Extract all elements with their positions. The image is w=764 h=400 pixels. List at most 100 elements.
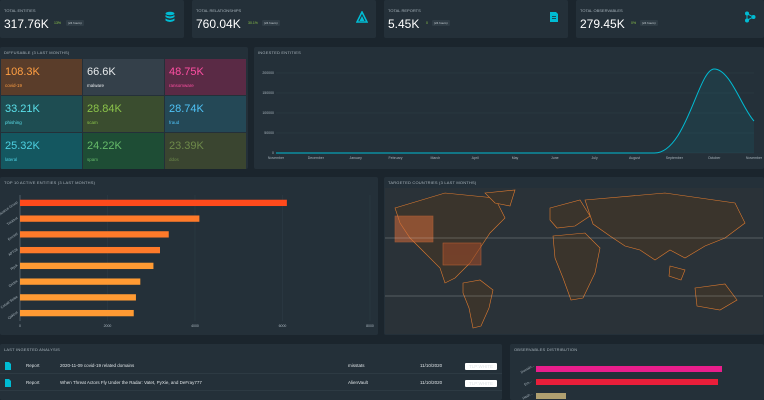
tile-value: 48.75K bbox=[169, 66, 204, 78]
tile-value: 24.22K bbox=[87, 140, 122, 152]
tile-value: 23.39K bbox=[169, 140, 204, 152]
stat-value: 5.45K bbox=[388, 17, 420, 31]
ingested-panel: INGESTED ENTITIES 200000 150000 100000 5000… bbox=[254, 47, 764, 169]
panel-title: TOP 10 ACTIVE ENTITIES (3 LAST MONTHS) bbox=[4, 180, 96, 185]
tile-value: 28.74K bbox=[169, 103, 204, 115]
world-map[interactable] bbox=[385, 188, 763, 334]
x-tick-label: April bbox=[472, 156, 479, 160]
document-icon bbox=[5, 362, 11, 370]
label-tile[interactable]: 108.3K covid-19 bbox=[1, 59, 82, 95]
y-tick-label: 150000 bbox=[262, 91, 274, 95]
bar bbox=[20, 231, 169, 238]
series-line bbox=[276, 68, 755, 154]
y-tick-label: APT28 bbox=[8, 247, 19, 256]
label-tile[interactable]: 28.84K scam bbox=[83, 96, 164, 132]
label-tile[interactable]: 24.22K spam bbox=[83, 133, 164, 169]
countries-panel: TARGETED COUNTRIES (3 LAST MONTHS) bbox=[384, 177, 764, 335]
x-tick-label: 4000 bbox=[191, 324, 199, 328]
stat-value: 760.04K bbox=[196, 17, 241, 31]
stat-delta: 0% bbox=[631, 21, 637, 25]
y-tick-label: Lazarus Group bbox=[0, 200, 19, 217]
stat-badge: (24 hours) bbox=[262, 20, 280, 26]
stat-badge: (24 hours) bbox=[66, 20, 84, 26]
x-tick-label: July bbox=[592, 156, 598, 160]
x-tick-label: November bbox=[268, 156, 285, 160]
tile-label: lateral bbox=[5, 157, 18, 162]
stat-value: 317.76K bbox=[4, 17, 49, 31]
x-tick-label: March bbox=[430, 156, 440, 160]
stat-label: TOTAL REPORTS bbox=[388, 8, 421, 13]
stat-card-observables: TOTAL OBSERVABLES 279.45K 0% (24 hours) bbox=[576, 0, 764, 38]
x-tick-label: November bbox=[746, 156, 763, 160]
y-tick-label: 100000 bbox=[262, 111, 274, 115]
reports-panel: LAST INGESTED ANALYSIS Report 2020-11-09… bbox=[0, 344, 502, 400]
x-tick-label: August bbox=[629, 156, 640, 160]
x-tick-label: December bbox=[308, 156, 325, 160]
table-row[interactable]: Report When Threat Actors Fly Under the … bbox=[0, 375, 502, 391]
stat-badge: (24 hours) bbox=[432, 20, 450, 26]
x-tick-label: May bbox=[512, 156, 519, 160]
panel-title: INGESTED ENTITIES bbox=[258, 50, 301, 55]
label-tile[interactable]: 33.21K phishing bbox=[1, 96, 82, 132]
series-area bbox=[276, 69, 754, 153]
y-tick-label: Ryuk bbox=[10, 263, 19, 271]
stat-delta: 13% bbox=[54, 21, 62, 25]
tile-label: scam bbox=[87, 120, 98, 125]
share-icon bbox=[745, 11, 756, 23]
label-tile[interactable]: 48.75K ransomware bbox=[165, 59, 246, 95]
observables-panel: OBSERVABLES DISTRIBUTION Domain... Em...… bbox=[510, 344, 764, 400]
tile-value: 25.32K bbox=[5, 140, 40, 152]
label-tile[interactable]: 23.39K ddos bbox=[165, 133, 246, 169]
row-name[interactable]: 2020-11-09 covid-19 related domains bbox=[60, 363, 135, 368]
row-name[interactable]: When Threat Actors Fly Under the Radar: … bbox=[60, 380, 202, 385]
tile-label: spam bbox=[87, 157, 99, 162]
row-date: 11/10/2020 bbox=[420, 363, 443, 368]
table-row[interactable]: Report 2020-11-09 covid-19 related domai… bbox=[0, 358, 502, 374]
tlp-badge: TLP:WHITE bbox=[465, 380, 498, 387]
tlp-badge: TLP:WHITE bbox=[465, 363, 498, 370]
label-tile[interactable]: 66.6K malware bbox=[83, 59, 164, 95]
obs-bar bbox=[536, 379, 718, 385]
panel-title: OBSERVABLES DISTRIBUTION bbox=[514, 347, 578, 352]
tile-label: ransomware bbox=[169, 83, 194, 88]
y-tick-label: 200000 bbox=[262, 71, 274, 75]
label-tile[interactable]: 25.32K lateral bbox=[1, 133, 82, 169]
bar bbox=[20, 294, 136, 301]
database-icon bbox=[165, 11, 175, 22]
bar bbox=[20, 215, 200, 222]
panel-title: DIFFUSABLE (3 LAST MONTHS) bbox=[4, 50, 70, 55]
obs-label: Hash... bbox=[521, 391, 534, 400]
x-tick-label: 2000 bbox=[104, 324, 112, 328]
row-author: AlienVault bbox=[348, 380, 368, 385]
stat-value: 279.45K bbox=[580, 17, 625, 31]
top-entities-panel: TOP 10 ACTIVE ENTITIES (3 LAST MONTHS) 0… bbox=[0, 177, 378, 335]
stat-card-relationships: TOTAL RELATIONSHIPS 760.04K 30.1% (24 ho… bbox=[192, 0, 376, 38]
row-type: Report bbox=[26, 380, 40, 385]
x-tick-label: June bbox=[551, 156, 559, 160]
obs-bar bbox=[536, 366, 722, 372]
x-tick-label: 0 bbox=[19, 324, 21, 328]
tile-label: phishing bbox=[5, 120, 22, 125]
stat-delta: 30.1% bbox=[248, 21, 258, 25]
x-tick-label: 8000 bbox=[366, 324, 374, 328]
tile-value: 66.6K bbox=[87, 66, 116, 78]
row-date: 11/10/2020 bbox=[420, 380, 443, 385]
relations-icon bbox=[356, 11, 368, 23]
bar bbox=[20, 199, 287, 207]
tile-value: 108.3K bbox=[5, 66, 40, 78]
tile-label: ddos bbox=[169, 157, 179, 162]
tile-label: malware bbox=[87, 83, 105, 88]
stat-label: TOTAL ENTITIES bbox=[4, 8, 36, 13]
obs-bar bbox=[536, 393, 566, 399]
y-tick-label: Dridex bbox=[8, 279, 19, 288]
tile-label: fraud bbox=[169, 120, 180, 125]
stat-card-entities: TOTAL ENTITIES 317.76K 13% (24 hours) bbox=[0, 0, 184, 38]
label-tile[interactable]: 28.74K fraud bbox=[165, 96, 246, 132]
x-tick-label: October bbox=[708, 156, 721, 160]
x-tick-label: September bbox=[666, 156, 684, 160]
document-icon bbox=[5, 379, 11, 387]
bar bbox=[20, 278, 141, 285]
tile-value: 33.21K bbox=[5, 103, 40, 115]
